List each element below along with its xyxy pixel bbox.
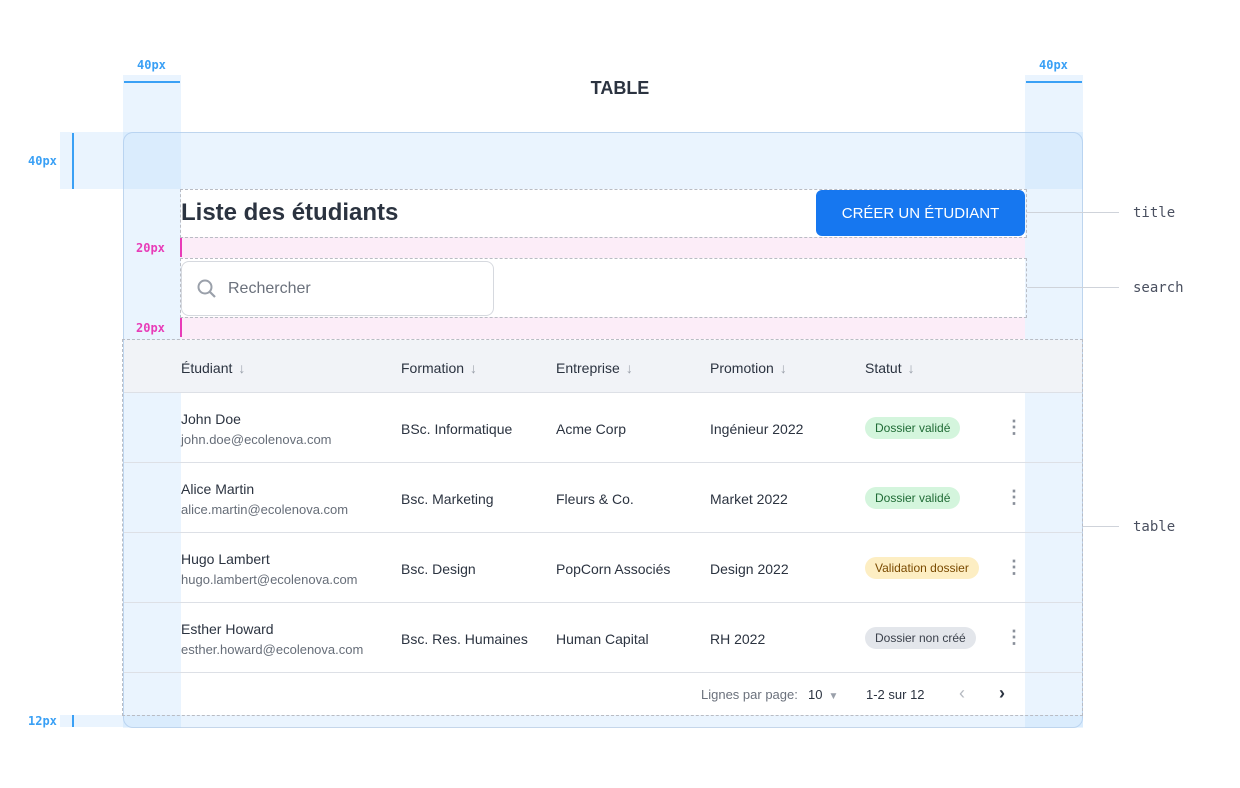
right-pad-label: 40px xyxy=(1039,58,1068,72)
search-input[interactable]: Rechercher xyxy=(181,261,494,316)
row-actions-button[interactable]: ⋮ xyxy=(1005,488,1023,506)
page-title: Liste des étudiants xyxy=(181,199,399,226)
page-label: TABLE xyxy=(590,78,650,98)
sort-arrow-icon: ↓ xyxy=(779,360,787,376)
search-region xyxy=(180,258,1027,318)
title-region xyxy=(180,189,1027,238)
student-email: alice.martin@ecolenova.com xyxy=(181,502,349,517)
previous-page-button[interactable]: ‹ xyxy=(959,683,965,704)
row-actions-button[interactable]: ⋮ xyxy=(1005,418,1023,436)
pagination-range: 1-2 sur 12 xyxy=(866,687,925,702)
column-label: Entreprise xyxy=(556,360,620,376)
student-email: hugo.lambert@ecolenova.com xyxy=(181,572,358,587)
student-name: Alice Martin xyxy=(181,481,255,497)
sort-arrow-icon: ↓ xyxy=(625,360,633,376)
column-label: Formation xyxy=(401,360,465,376)
student-name: Hugo Lambert xyxy=(181,551,270,567)
rows-per-page-select[interactable]: 10 ▼ xyxy=(808,687,838,702)
row-actions-button[interactable]: ⋮ xyxy=(1005,558,1023,576)
title-annotation: title xyxy=(1133,205,1176,221)
student-name: Esther Howard xyxy=(181,621,274,637)
entreprise-cell: Fleurs & Co. xyxy=(556,491,634,507)
gap-guide-1 xyxy=(181,237,1025,258)
formation-cell: Bsc. Marketing xyxy=(401,491,494,507)
entreprise-cell: Acme Corp xyxy=(556,421,627,437)
column-label: Statut xyxy=(865,360,902,376)
sort-arrow-icon: ↓ xyxy=(238,360,246,376)
promotion-cell: Ingénieur 2022 xyxy=(710,421,804,437)
left-padding-guide xyxy=(123,75,181,728)
rows-per-page-label: Lignes par page: xyxy=(701,687,798,702)
student-name: John Doe xyxy=(181,411,241,427)
table-row xyxy=(124,533,1082,603)
gap2-label: 20px xyxy=(136,321,165,335)
column-header-etudiant[interactable]: Étudiant ↓ xyxy=(181,360,245,376)
title-annotation-line xyxy=(1027,212,1119,213)
entreprise-cell: PopCorn Associés xyxy=(556,561,671,577)
more-vertical-icon: ⋮ xyxy=(1005,417,1023,437)
column-header-statut[interactable]: Statut ↓ xyxy=(865,360,915,376)
bottom-pad-label: 12px xyxy=(28,714,57,728)
gap-guide-2 xyxy=(181,317,1025,339)
bottom-pad-arrow xyxy=(72,715,74,727)
promotion-cell: Design 2022 xyxy=(710,561,789,577)
status-badge: Dossier validé xyxy=(865,417,961,439)
search-annotation-line xyxy=(1027,287,1119,288)
column-header-promotion[interactable]: Promotion ↓ xyxy=(710,360,787,376)
status-badge: Validation dossier xyxy=(865,557,979,579)
more-vertical-icon: ⋮ xyxy=(1005,487,1023,507)
column-label: Étudiant xyxy=(181,360,233,376)
chevron-right-icon: › xyxy=(999,683,1005,703)
column-header-formation[interactable]: Formation ↓ xyxy=(401,360,477,376)
more-vertical-icon: ⋮ xyxy=(1005,627,1023,647)
search-placeholder: Rechercher xyxy=(228,279,311,297)
entreprise-cell: Human Capital xyxy=(556,631,649,647)
right-pad-arrow xyxy=(1026,81,1082,83)
column-header-entreprise[interactable]: Entreprise ↓ xyxy=(556,360,633,376)
search-icon xyxy=(197,279,216,298)
gap2-arrow xyxy=(180,318,182,337)
gap1-arrow xyxy=(180,238,182,257)
top-pad-label: 40px xyxy=(28,154,57,168)
status-badge: Dossier non créé xyxy=(865,627,976,649)
student-email: john.doe@ecolenova.com xyxy=(181,432,332,447)
right-padding-guide xyxy=(1025,75,1083,728)
table-region xyxy=(122,339,1083,716)
rows-per-page-value: 10 xyxy=(808,687,823,702)
student-email: esther.howard@ecolenova.com xyxy=(181,642,364,657)
bottom-padding-guide xyxy=(60,715,1083,727)
formation-cell: Bsc. Design xyxy=(401,561,476,577)
top-pad-arrow xyxy=(72,133,74,189)
top-padding-guide xyxy=(60,132,1083,189)
table-annotation: table xyxy=(1133,519,1176,535)
table-header xyxy=(124,340,1082,393)
table-row xyxy=(124,463,1082,533)
next-page-button[interactable]: › xyxy=(999,683,1005,704)
table-row xyxy=(124,393,1082,463)
formation-cell: BSc. Informatique xyxy=(401,421,513,437)
caret-down-icon: ▼ xyxy=(828,691,839,702)
search-annotation: search xyxy=(1133,280,1184,296)
promotion-cell: Market 2022 xyxy=(710,491,788,507)
more-vertical-icon: ⋮ xyxy=(1005,557,1023,577)
status-badge: Dossier validé xyxy=(865,487,961,509)
table-annotation-line xyxy=(1083,526,1119,527)
table-row xyxy=(124,603,1082,673)
row-actions-button[interactable]: ⋮ xyxy=(1005,628,1023,646)
create-student-button[interactable]: CRÉER UN ÉTUDIANT xyxy=(816,190,1025,236)
formation-cell: Bsc. Res. Humaines xyxy=(401,631,528,647)
column-label: Promotion xyxy=(710,360,774,376)
chevron-left-icon: ‹ xyxy=(959,683,965,703)
gap1-label: 20px xyxy=(136,241,165,255)
sort-arrow-icon: ↓ xyxy=(470,360,478,376)
promotion-cell: RH 2022 xyxy=(710,631,766,647)
left-pad-label: 40px xyxy=(137,58,166,72)
left-pad-arrow xyxy=(124,81,180,83)
sort-arrow-icon: ↓ xyxy=(907,360,915,376)
